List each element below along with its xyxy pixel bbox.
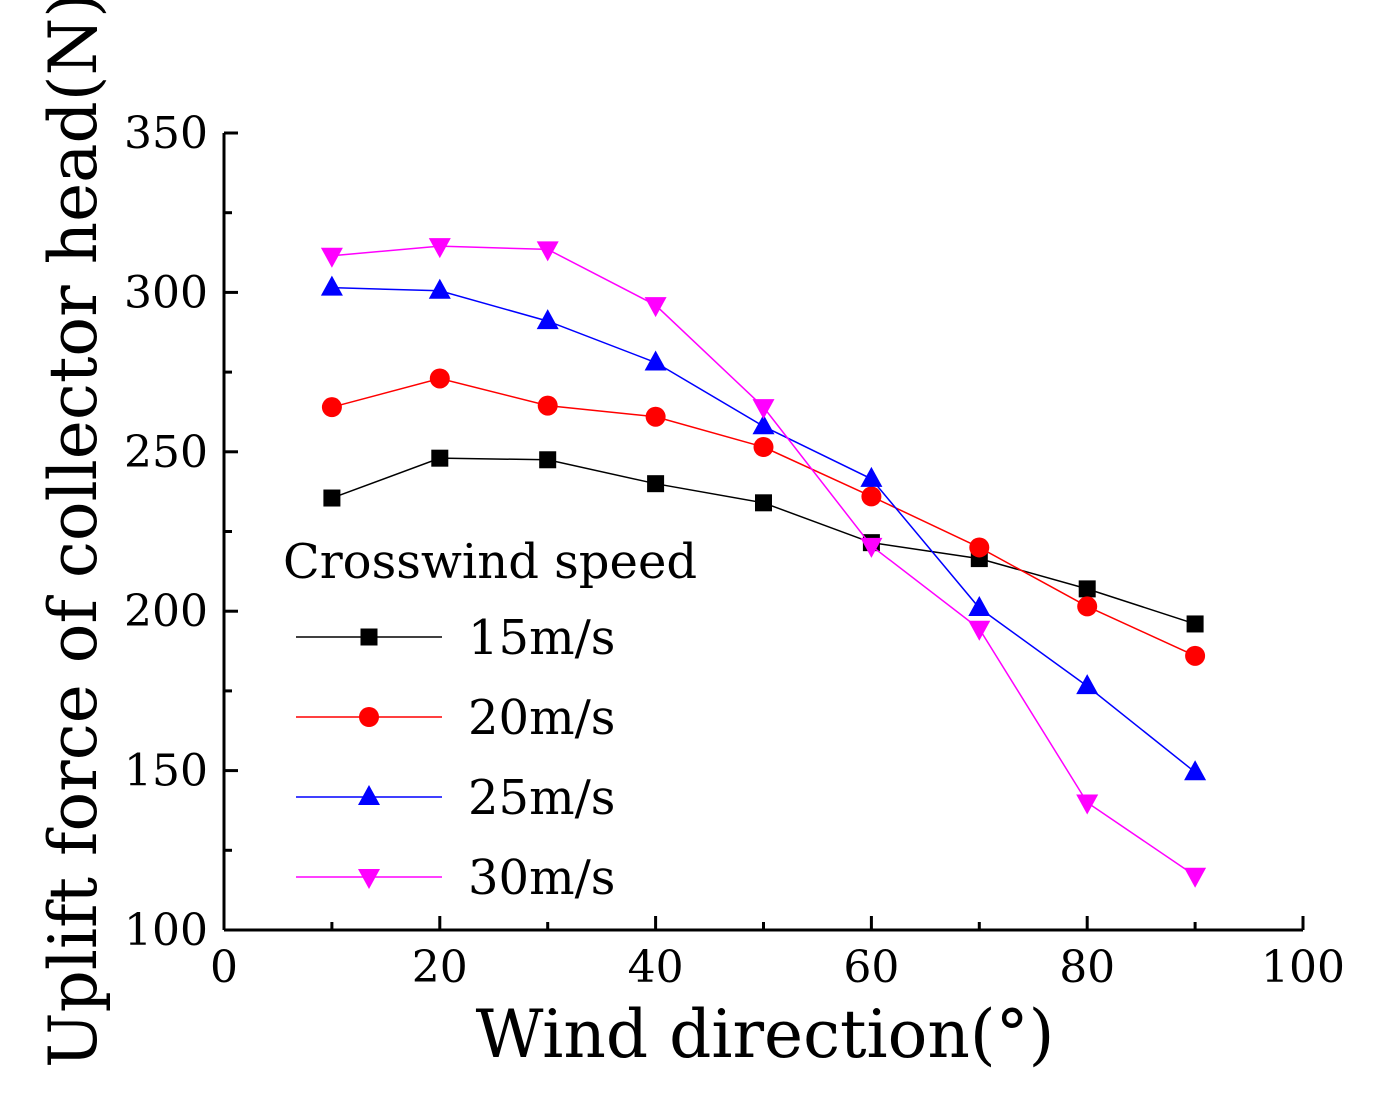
- legend-item-20ms: 20m/s: [296, 690, 615, 746]
- data-point-20ms: [429, 368, 450, 389]
- x-tick-label: 80: [1059, 942, 1115, 993]
- data-point-25ms: [968, 596, 991, 617]
- y-tick-label: 200: [124, 586, 208, 637]
- data-point-15ms: [539, 451, 557, 469]
- data-point-20ms: [537, 395, 558, 416]
- y-tick-label: 300: [124, 267, 208, 318]
- data-point-30ms: [1184, 867, 1207, 888]
- data-point-30ms: [1076, 794, 1099, 815]
- y-tick-label: 150: [124, 746, 208, 797]
- legend-item-30ms: 30m/s: [296, 850, 615, 906]
- plot-area: [320, 238, 1207, 888]
- legend: Crosswind speed 15m/s 20m/s 25m/s 30m/s: [283, 534, 697, 906]
- x-tick-label: 100: [1261, 942, 1345, 993]
- legend-label: 15m/s: [468, 610, 615, 666]
- series-line-25ms: [331, 286, 1196, 773]
- legend-marker: [360, 628, 378, 646]
- data-point-25ms: [752, 414, 775, 435]
- data-point-15ms: [755, 494, 772, 512]
- axes: 0 20 40 60 80 100 100 150 200 250 300 350: [124, 108, 1345, 993]
- series-25ms: [320, 275, 1207, 781]
- data-point-25ms: [644, 350, 667, 371]
- data-point-15ms: [1186, 615, 1204, 633]
- x-tick-label: 0: [210, 942, 238, 993]
- data-point-15ms: [323, 489, 341, 507]
- y-tick-label: 350: [124, 108, 208, 159]
- data-point-25ms: [428, 278, 451, 299]
- data-point-25ms: [860, 466, 883, 487]
- legend-marker: [358, 869, 380, 889]
- data-point-25ms: [1184, 760, 1207, 781]
- legend-title: Crosswind speed: [283, 534, 697, 590]
- data-point-30ms: [860, 537, 883, 558]
- y-tick-label: 250: [124, 427, 208, 478]
- x-tick-label: 40: [628, 942, 684, 993]
- legend-item-15ms: 15m/s: [296, 610, 615, 666]
- data-point-15ms: [647, 475, 665, 493]
- data-point-30ms: [536, 241, 559, 262]
- data-point-20ms: [321, 397, 342, 418]
- data-point-25ms: [536, 309, 559, 330]
- data-point-20ms: [1077, 596, 1098, 617]
- legend-marker: [358, 785, 380, 805]
- data-point-15ms: [431, 449, 449, 467]
- data-point-30ms: [644, 297, 667, 318]
- data-point-25ms: [1076, 674, 1099, 695]
- data-point-20ms: [645, 406, 666, 427]
- data-point-15ms: [1078, 580, 1096, 598]
- series-30ms: [320, 238, 1207, 888]
- series-20ms: [321, 368, 1206, 666]
- data-point-30ms: [428, 238, 451, 259]
- data-point-20ms: [753, 437, 774, 458]
- legend-label: 20m/s: [468, 690, 615, 746]
- x-tick-label: 60: [843, 942, 899, 993]
- data-point-30ms: [968, 620, 991, 641]
- data-point-30ms: [752, 399, 775, 420]
- y-tick-label: 100: [124, 905, 208, 956]
- data-point-20ms: [1185, 645, 1206, 666]
- data-point-20ms: [969, 537, 990, 558]
- data-point-20ms: [861, 486, 882, 507]
- legend-marker: [359, 707, 379, 727]
- data-point-30ms: [320, 247, 343, 268]
- x-axis-title: Wind direction(°): [476, 996, 1055, 1073]
- legend-label: 25m/s: [468, 770, 615, 826]
- legend-label: 30m/s: [468, 850, 615, 906]
- legend-item-25ms: 25m/s: [296, 770, 615, 826]
- x-tick-label: 20: [412, 942, 468, 993]
- y-axis-title: Uplift force of collector head(N): [35, 0, 112, 1068]
- data-point-25ms: [320, 275, 343, 296]
